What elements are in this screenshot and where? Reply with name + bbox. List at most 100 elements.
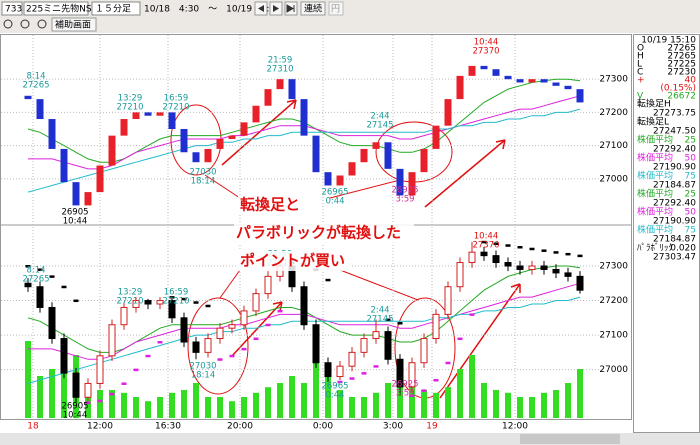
volume-bar: [241, 397, 247, 418]
code-box[interactable]: [1, 1, 23, 16]
volume-bar: [313, 362, 319, 418]
tenkan-bar: [516, 79, 524, 83]
volume-bar: [349, 397, 355, 418]
candle-body: [576, 275, 584, 291]
parabolic-dot: [505, 244, 511, 247]
tenkan-bar: [204, 148, 212, 163]
price-annotation: 16:59: [164, 288, 189, 298]
arrow: [424, 139, 506, 208]
name-box[interactable]: [23, 1, 89, 16]
candle-body: [312, 324, 320, 364]
price-annotation: 3:59: [395, 389, 414, 399]
tenkan-bar: [288, 79, 296, 100]
tenkan-bar: [504, 75, 512, 80]
period-select[interactable]: [91, 1, 141, 16]
volume-bar: [565, 383, 571, 418]
price-annotation: 26905: [61, 402, 88, 412]
side-panel: [633, 34, 700, 433]
price-annotation: 26925: [391, 186, 418, 196]
candle-body: [36, 286, 44, 308]
price-annotation: 18:14: [191, 371, 216, 381]
parabolic-dot: [277, 309, 283, 313]
zoom-in[interactable]: [3, 19, 13, 29]
x-tick-label: 18: [27, 422, 39, 432]
price-annotation: 10:44: [63, 217, 88, 227]
price-annotation: 27145: [366, 315, 393, 325]
price-annotation: 27265: [22, 81, 49, 91]
volume-bar: [61, 362, 67, 418]
yen: 円: [331, 4, 340, 15]
side-value: 27184.87: [653, 235, 696, 245]
side-label: 50: [685, 154, 697, 164]
candle-body: [396, 358, 404, 388]
candle-body: [480, 251, 488, 257]
side-label: V: [637, 92, 644, 102]
candle-body: [96, 355, 104, 384]
price-annotation: 27145: [366, 121, 393, 131]
icon: [258, 5, 264, 12]
volume-bar: [301, 383, 307, 418]
candle-body: [192, 341, 200, 353]
volume-bar: [577, 369, 583, 418]
side-value: 0.020: [670, 244, 696, 254]
parabolic-dot: [97, 399, 103, 403]
side-value: 26672: [667, 92, 696, 102]
side-value: 27225: [667, 60, 696, 70]
parabolic-dot: [157, 341, 163, 344]
side-label: 株価平均: [637, 206, 673, 218]
leader: [219, 269, 241, 299]
tenkan-bar: [480, 65, 488, 70]
parabolic-dot: [205, 304, 211, 308]
volume-bar: [469, 355, 475, 418]
volume-bar: [505, 392, 511, 418]
side-value: 40: [685, 76, 697, 86]
volume-bar: [517, 397, 523, 418]
side-label: 株価平均: [637, 224, 673, 236]
candle-body: [24, 282, 32, 288]
volume-bar: [457, 369, 463, 418]
y-tick-label: 27000: [599, 365, 628, 375]
tenkan-bar: [312, 135, 320, 173]
scroll-thumb[interactable]: [520, 434, 620, 444]
x-tick-label: 0:00: [313, 422, 333, 432]
parabolic-dot: [397, 322, 403, 325]
parabolic-dot: [361, 372, 367, 375]
candle-body: [168, 300, 176, 319]
x-tick-label: 12:00: [87, 422, 113, 432]
candle-body: [180, 317, 188, 343]
zoom-reset[interactable]: [37, 19, 47, 29]
price-annotation: 0:44: [325, 391, 344, 401]
continuous-button[interactable]: [300, 1, 326, 16]
sub-button[interactable]: [51, 17, 97, 32]
yen-button[interactable]: [328, 1, 344, 16]
candle-body: [264, 275, 272, 295]
side-label: 25: [685, 190, 696, 200]
side-value: 27292.40: [653, 145, 696, 155]
candle-body: [456, 262, 464, 288]
candle-body: [372, 331, 380, 340]
price-annotation: 27370: [472, 47, 499, 57]
tenkan-bar: [192, 152, 200, 163]
tenkan-bar: [576, 89, 584, 103]
volume-bar: [205, 397, 211, 418]
candle-body: [360, 338, 368, 353]
tenkan-bar: [60, 148, 68, 183]
icon: [286, 4, 295, 13]
tenkan-bar: [48, 119, 56, 149]
tenkan-bar: [492, 69, 500, 76]
volume-bar: [529, 397, 535, 418]
name: 225ミニ先物NS: [26, 3, 92, 15]
side-label: ﾊﾟﾗﾎﾞﾘｯｸ: [637, 243, 673, 254]
side-value: 27230: [667, 68, 696, 78]
tenkan-bar: [120, 119, 128, 136]
price-annotation: 27030: [189, 168, 216, 178]
candle-body: [492, 255, 500, 264]
tenkan-bar: [240, 122, 248, 136]
volume-bar: [97, 390, 103, 418]
tenkan-bar: [468, 65, 476, 76]
parabolic-dot: [109, 392, 115, 396]
parabolic-dot: [541, 249, 547, 252]
zoom-out[interactable]: [20, 19, 30, 29]
range: 10/18 4:30 ～ 10/19 15:10: [144, 5, 281, 15]
y-tick-label: 27300: [599, 75, 628, 85]
